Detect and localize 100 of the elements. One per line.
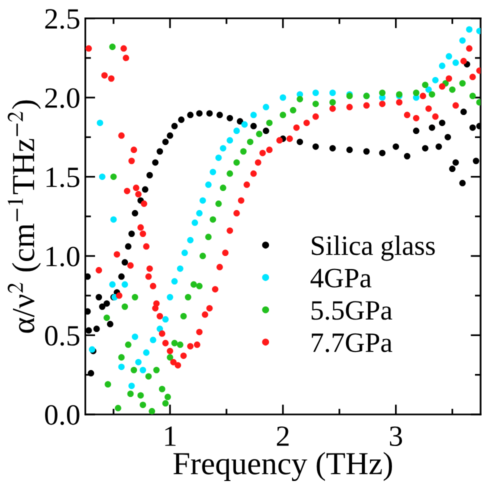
point <box>220 145 226 152</box>
point <box>156 148 164 155</box>
point <box>246 138 254 146</box>
point <box>128 382 135 390</box>
point <box>438 62 446 70</box>
point <box>146 172 153 178</box>
point <box>158 386 166 392</box>
point <box>250 122 257 130</box>
point <box>118 364 125 370</box>
point <box>96 294 102 300</box>
point <box>187 236 194 244</box>
x-tick-label: 2 <box>276 426 289 446</box>
y-tick-label: 1.0 <box>46 246 80 267</box>
point <box>142 186 148 193</box>
point <box>96 120 104 126</box>
point <box>266 120 273 126</box>
point <box>166 132 174 139</box>
point <box>178 116 184 123</box>
point <box>135 358 142 366</box>
point <box>104 300 110 307</box>
point <box>290 107 296 114</box>
point <box>205 234 212 240</box>
point <box>404 152 410 160</box>
point <box>93 326 100 332</box>
point <box>262 104 270 110</box>
point <box>296 138 304 146</box>
point <box>233 159 240 166</box>
x-tick-label: 3 <box>390 426 402 446</box>
point <box>226 170 234 177</box>
point <box>110 216 117 223</box>
point <box>250 112 257 118</box>
point <box>152 159 159 166</box>
point <box>459 180 466 186</box>
point <box>118 354 125 361</box>
point <box>85 273 91 280</box>
point <box>125 243 132 250</box>
point <box>180 312 187 320</box>
point <box>428 91 436 98</box>
point <box>210 168 216 176</box>
legend-label: 5.5GPa <box>312 301 392 320</box>
point <box>140 366 146 374</box>
point <box>162 316 169 323</box>
point <box>412 128 420 134</box>
y-tick-label: 2.5 <box>45 9 80 29</box>
point <box>379 150 386 156</box>
point <box>226 114 234 122</box>
point <box>460 108 467 116</box>
y-tick-label: 2.0 <box>45 88 80 108</box>
point <box>452 60 459 66</box>
point <box>110 174 117 180</box>
point <box>162 400 169 407</box>
point <box>118 273 125 280</box>
point <box>190 281 197 288</box>
x-axis-title: Frequency (THz) <box>173 452 392 482</box>
point <box>422 82 428 88</box>
point <box>171 278 178 285</box>
point <box>184 294 192 300</box>
point <box>99 174 106 180</box>
point <box>262 128 270 134</box>
y-tick-label: 0.5 <box>45 326 80 346</box>
point <box>181 250 188 256</box>
point <box>114 404 122 412</box>
point <box>200 252 206 260</box>
point <box>162 138 169 146</box>
point <box>122 259 128 266</box>
point <box>412 90 420 96</box>
x-tick-label: 1 <box>165 426 176 446</box>
point <box>215 154 222 161</box>
point <box>466 26 472 33</box>
y-axis-title: α/ν$^{2}$ (cm$^{−1}$THz$^{−2}$) <box>8 100 41 333</box>
point <box>192 220 198 226</box>
point <box>422 145 428 152</box>
point <box>363 148 370 155</box>
point <box>196 282 203 290</box>
point <box>226 137 234 144</box>
point <box>132 334 138 340</box>
point <box>312 100 319 108</box>
legend-label: 4GPa <box>310 268 372 288</box>
point <box>130 366 138 374</box>
point <box>200 197 206 204</box>
point <box>166 294 174 300</box>
point <box>296 96 304 102</box>
point <box>148 408 156 414</box>
point <box>176 342 184 348</box>
point <box>187 112 194 118</box>
point <box>459 37 466 44</box>
point <box>215 200 222 207</box>
point <box>88 370 94 376</box>
point <box>428 124 436 131</box>
point <box>85 308 91 315</box>
point <box>171 340 178 346</box>
point <box>164 394 171 400</box>
point <box>150 336 156 344</box>
point <box>329 90 336 96</box>
point <box>210 216 216 223</box>
point <box>240 148 247 155</box>
point <box>446 53 452 60</box>
point <box>128 230 135 238</box>
point <box>459 80 466 86</box>
point <box>122 281 128 288</box>
